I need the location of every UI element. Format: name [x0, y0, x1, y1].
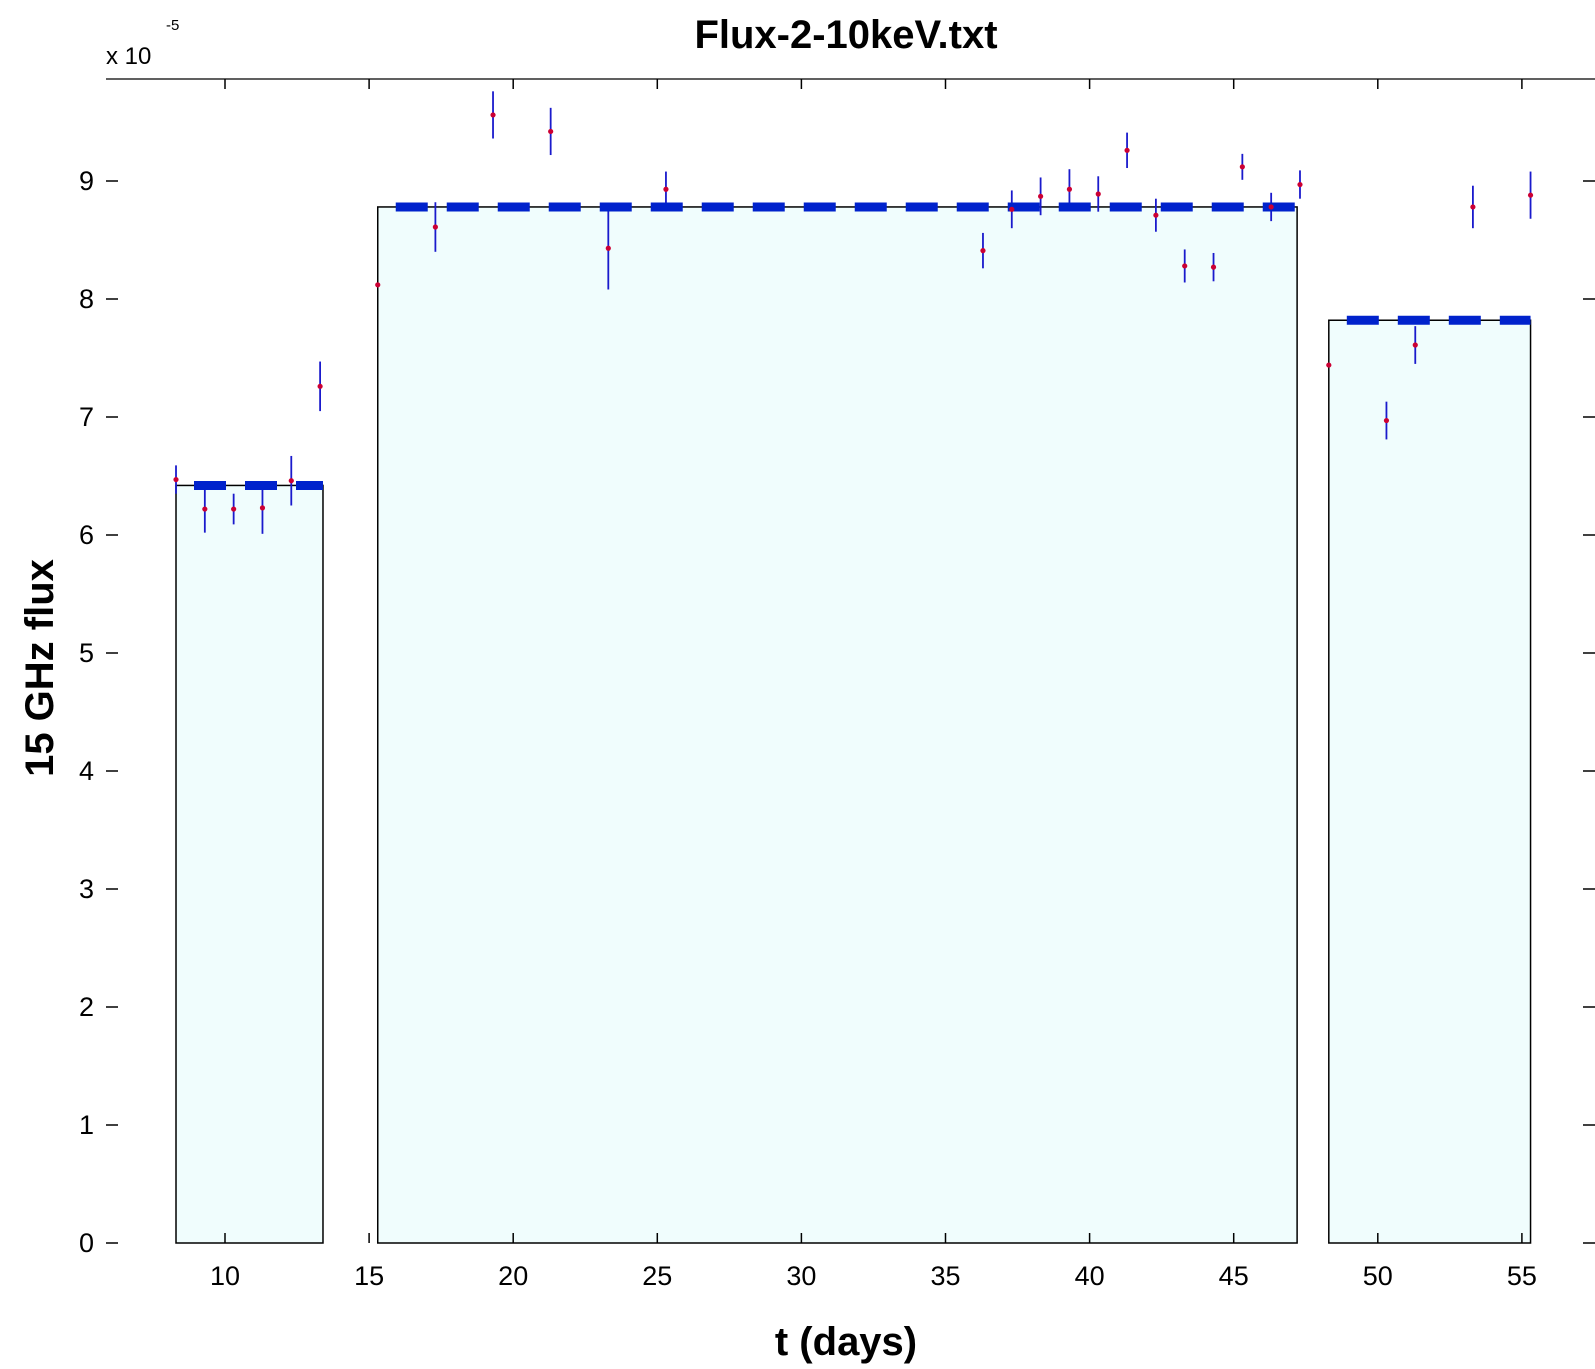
x-tick-label: 10: [210, 1261, 240, 1291]
data-point: [548, 128, 554, 135]
block-rect: [1328, 319, 1532, 1244]
y-multiplier-exponent: -5: [166, 17, 179, 34]
data-point: [202, 506, 208, 512]
block-rect: [175, 484, 324, 1244]
data-point: [1527, 192, 1534, 198]
data-point: [490, 112, 496, 118]
data-point: [1297, 181, 1303, 188]
data-point: [259, 505, 266, 511]
data-point: [1326, 362, 1332, 368]
x-tick-label: 20: [498, 1261, 528, 1291]
data-point: [1210, 264, 1217, 270]
x-tick-label: 25: [642, 1261, 672, 1291]
data-point: [317, 383, 323, 389]
data-point: [663, 186, 669, 192]
blocks-layer: [175, 206, 1532, 1244]
data-point: [1066, 186, 1073, 192]
y-multiplier-base: x 10: [106, 43, 151, 70]
data-point: [1124, 147, 1130, 153]
y-tick-label: 3: [79, 874, 94, 904]
x-tick-label: 15: [354, 1261, 384, 1291]
data-point: [432, 224, 438, 230]
data-point: [1470, 204, 1476, 210]
mean-line-layer: [194, 202, 1531, 490]
data-point: [1239, 164, 1245, 170]
data-point: [1153, 212, 1159, 218]
point-layer: [173, 112, 1534, 512]
block-rect: [376, 206, 1298, 1244]
y-tick-label: 1: [79, 1110, 94, 1140]
x-axis-label: t (days): [775, 1320, 917, 1364]
y-tick-label: 4: [79, 756, 94, 786]
data-point: [1412, 342, 1418, 348]
x-tick-label: 55: [1507, 1261, 1537, 1291]
data-point: [231, 506, 237, 512]
data-point: [605, 245, 611, 251]
x-tick-label: 50: [1363, 1261, 1393, 1291]
y-axis-label: 15 GHz flux: [18, 559, 62, 777]
x-tick-label: 30: [786, 1261, 816, 1291]
data-point: [173, 476, 179, 483]
y-tick-label: 0: [79, 1228, 94, 1258]
y-tick-label: 7: [79, 402, 94, 432]
y-tick-label: 5: [79, 638, 94, 668]
data-point: [1383, 417, 1390, 424]
data-point: [375, 282, 381, 288]
data-point: [288, 478, 294, 484]
data-point: [1009, 206, 1015, 212]
data-point: [1038, 193, 1044, 199]
x-tick-label: 45: [1219, 1261, 1249, 1291]
y-tick-label: 6: [79, 520, 94, 550]
chart-title: Flux-2-10keV.txt: [694, 13, 997, 57]
data-point: [1095, 191, 1101, 197]
y-tick-label: 2: [79, 992, 94, 1022]
data-point: [1182, 263, 1188, 269]
data-point: [980, 248, 986, 254]
y-tick-label: 9: [79, 166, 94, 196]
x-tick-label: 40: [1075, 1261, 1105, 1291]
data-point: [1268, 204, 1274, 210]
y-tick-label: 8: [79, 284, 94, 314]
x-tick-label: 35: [930, 1261, 960, 1291]
